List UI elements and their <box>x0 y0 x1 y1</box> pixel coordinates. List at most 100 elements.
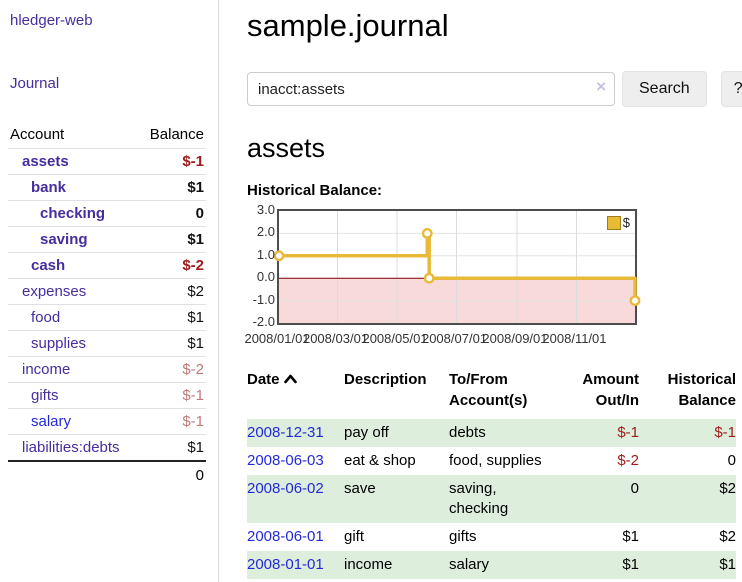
register-balance: $2 <box>719 480 736 497</box>
search-input[interactable] <box>247 72 615 106</box>
register-amount: $-1 <box>617 424 639 441</box>
account-balance: $-1 <box>182 413 204 430</box>
account-row: gifts $-1 <box>8 382 206 408</box>
x-axis-label: 2008/07/01 <box>421 331 488 346</box>
register-amount: 0 <box>630 480 639 497</box>
account-row: cash $-2 <box>8 252 206 278</box>
account-row: bank $1 <box>8 174 206 200</box>
account-row: checking 0 <box>8 200 206 226</box>
accounts-rows: assets $-1 bank $1 checking 0 saving $1 cash $-2 e… <box>8 148 206 460</box>
account-name-link[interactable]: income <box>22 361 71 378</box>
account-balance: $1 <box>187 309 204 326</box>
sort-ascending-icon <box>283 374 297 384</box>
register-date-link[interactable]: 2008-06-03 <box>247 452 324 469</box>
account-name-link[interactable]: saving <box>40 231 88 248</box>
register-table: Date Description To/From Account(s) Amount … <box>247 367 736 579</box>
register-row: 2008-06-01 gift gifts $1 $2 <box>247 523 736 551</box>
register-description: eat & shop <box>344 452 416 469</box>
register-description: save <box>344 480 376 497</box>
y-axis-label: -2.0 <box>252 314 275 329</box>
chart-title: Historical Balance: <box>247 182 383 199</box>
x-axis-label: 2008/01/01 <box>244 331 310 346</box>
register-header-date[interactable]: Date <box>247 367 344 419</box>
app-title-link[interactable]: hledger-web <box>10 12 93 29</box>
register-date-link[interactable]: 2008-06-01 <box>247 528 324 545</box>
register-amount: $-2 <box>617 452 639 469</box>
accounts-header-balance: Balance <box>149 126 204 143</box>
account-row: supplies $1 <box>8 330 206 356</box>
account-balance: $1 <box>187 335 204 352</box>
y-axis-label: -1.0 <box>252 291 275 307</box>
balance-chart: $ 3.0 2.0 1.0 0.0 -1.0 -2.0 2008/01/01 2008/03/… <box>244 203 647 349</box>
account-balance: $-1 <box>182 153 204 170</box>
account-balance: $-2 <box>182 257 204 274</box>
y-axis-label: 1.0 <box>256 246 275 262</box>
register-date-link[interactable]: 2008-06-02 <box>247 480 324 497</box>
accounts-table: Account Balance assets $-1 bank $1 checking 0… <box>8 122 206 488</box>
account-name-link[interactable]: bank <box>31 179 67 196</box>
help-button[interactable]: ? <box>720 71 742 107</box>
register-row: 2008-06-02 save saving, checking 0 $2 <box>247 475 736 523</box>
register-row: 2008-01-01 income salary $1 $1 <box>247 551 736 579</box>
search-form: × Search ? <box>247 71 742 107</box>
accounts-total-row: 0 <box>8 460 206 488</box>
register-header-to-from-account-s: To/From Account(s) <box>449 371 528 409</box>
account-row: income $-2 <box>8 356 206 382</box>
x-axis-label: 2008/05/01 <box>362 331 428 346</box>
register-description: gift <box>344 528 365 545</box>
account-balance: $1 <box>187 179 204 196</box>
main-content: sample.journal × Search ? assets Histori… <box>219 0 742 582</box>
x-axis-label: 2008/09/01 <box>482 331 548 346</box>
y-axis-label: 0.0 <box>256 269 275 285</box>
account-name-link[interactable]: checking <box>40 205 106 222</box>
chart-plot-area: $ <box>273 209 641 325</box>
legend-swatch-icon <box>606 215 621 230</box>
register-header-amount-out-in: Amount Out/In <box>582 371 639 409</box>
account-name-link[interactable]: food <box>31 309 61 326</box>
search-button[interactable]: Search <box>622 71 707 107</box>
register-accounts: salary <box>449 556 490 573</box>
x-axis-label: 2008/03/01 <box>302 331 369 346</box>
sidebar: hledger-web Journal Account Balance asse… <box>0 0 219 582</box>
register-date-link[interactable]: 2008-01-01 <box>247 556 324 573</box>
register-balance: $1 <box>719 556 736 573</box>
sidebar-item-journal[interactable]: Journal <box>10 75 60 92</box>
register-date-link[interactable]: 2008-12-31 <box>247 424 324 441</box>
register-amount: $1 <box>622 556 639 573</box>
x-axis-label: 2008/11/01 <box>542 331 607 346</box>
y-axis-label: 2.0 <box>256 224 275 240</box>
register-row: 2008-12-31 pay off debts $-1 $-1 <box>247 419 736 447</box>
account-name-link[interactable]: gifts <box>31 387 59 404</box>
account-name-link[interactable]: cash <box>31 257 66 274</box>
account-name-link[interactable]: liabilities:debts <box>22 439 120 456</box>
account-balance: $-1 <box>182 387 204 404</box>
account-name-link[interactable]: assets <box>22 153 69 170</box>
account-name-link[interactable]: supplies <box>31 335 87 352</box>
register-balance: $2 <box>719 528 736 545</box>
account-row: liabilities:debts $1 <box>8 434 206 460</box>
account-row: food $1 <box>8 304 206 330</box>
y-axis-label: 3.0 <box>256 202 275 217</box>
account-name-link[interactable]: salary <box>31 413 72 430</box>
account-balance: $2 <box>187 283 204 300</box>
accounts-total-value: 0 <box>195 467 204 484</box>
accounts-header-account: Account <box>10 126 65 143</box>
account-name-link[interactable]: expenses <box>22 283 87 300</box>
account-heading: assets <box>247 133 326 163</box>
chart-legend: $ <box>606 215 630 230</box>
account-balance: $-2 <box>182 361 204 378</box>
accounts-table-header: Account Balance <box>8 122 206 148</box>
register-header-historical-balance: Historical Balance <box>667 371 736 409</box>
search-input-wrap: × <box>247 72 615 106</box>
account-balance: 0 <box>195 205 204 222</box>
legend-label: $ <box>622 215 630 230</box>
account-row: expenses $2 <box>8 278 206 304</box>
account-balance: $1 <box>187 439 204 456</box>
register-description: pay off <box>344 424 389 441</box>
register-amount: $1 <box>622 528 639 545</box>
register-accounts: food, supplies <box>449 452 542 469</box>
register-accounts: saving, checking <box>449 480 509 517</box>
account-row: saving $1 <box>8 226 206 252</box>
clear-search-icon[interactable]: × <box>596 77 606 96</box>
